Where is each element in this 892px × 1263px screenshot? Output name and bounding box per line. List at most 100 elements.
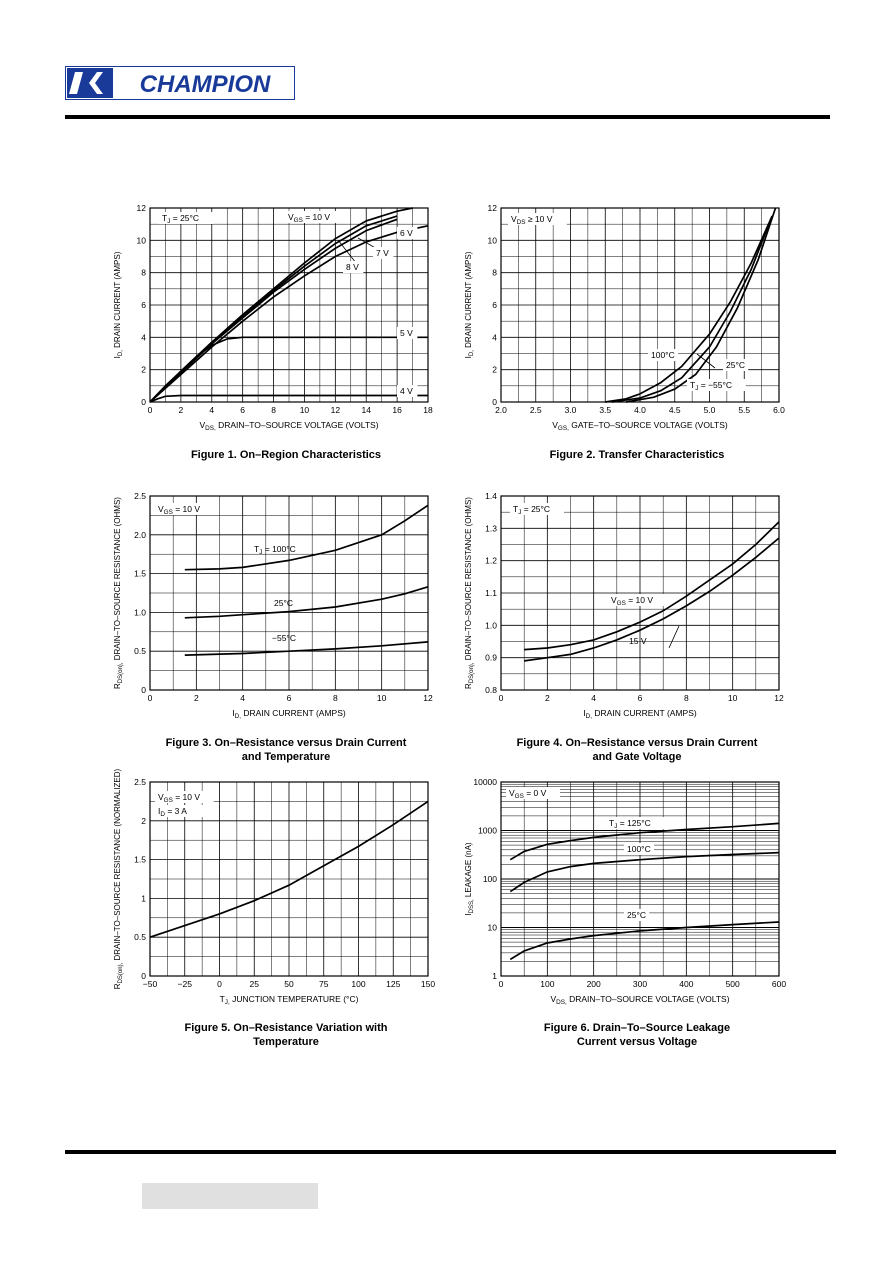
y-tick-label: 10: [137, 235, 147, 245]
figure-6-caption-line-2: Current versus Voltage: [576, 1036, 698, 1048]
y-axis-label: ID, DRAIN CURRENT (AMPS): [113, 251, 124, 358]
annotation-arrow: [668, 625, 680, 649]
x-tick-label: 4.5: [669, 405, 681, 415]
plot-frame: [149, 781, 429, 977]
x-tick-label: 0: [499, 979, 504, 989]
y-tick-label: 1: [492, 971, 497, 981]
x-tick-label: 100: [351, 979, 365, 989]
x-tick-label: 18: [423, 405, 433, 415]
x-tick-label: 2.5: [530, 405, 542, 415]
series-line-1: [509, 851, 780, 893]
series-line-0: [605, 215, 773, 403]
figure-6-chart: 0 100 200 300 400 500 600 1 10 100 1000 10000 VDS, D…: [455, 772, 815, 1020]
x-tick-label: 600: [772, 979, 786, 989]
annotation-label: −55°C: [272, 633, 296, 643]
plot-frame: [500, 495, 780, 691]
x-tick-label: 4.0: [634, 405, 646, 415]
footer-placeholder-box: [142, 1183, 318, 1209]
figure-5-chart: −50 −25 0 25 50 75 100 125 150 0 0.5 1 1.5 2 2.5 TJ, JU…: [104, 768, 464, 1020]
annotation-bg: [397, 385, 418, 397]
y-tick-label: 10: [488, 923, 498, 933]
x-tick-label: 14: [361, 405, 371, 415]
annotation-label: 6 V: [400, 228, 413, 238]
annotation-label: 4 V: [400, 386, 413, 396]
y-tick-label: 8: [141, 268, 146, 278]
header-rule: [65, 115, 830, 119]
x-tick-label: 12: [774, 693, 784, 703]
x-tick-label: 16: [392, 405, 402, 415]
y-tick-label: 1.4: [485, 491, 497, 501]
x-tick-label: 5.5: [738, 405, 750, 415]
series-line-2: [509, 921, 780, 961]
x-tick-label: 2: [194, 693, 199, 703]
annotation-bg: [624, 843, 654, 855]
x-tick-label: 4: [591, 693, 596, 703]
annotation-label: TJ = 125°C: [609, 818, 651, 830]
annotation-label: VGS = 10 V: [611, 595, 653, 607]
annotation-label: 7 V: [376, 248, 389, 258]
annotation-label: VGS = 0 V: [509, 788, 547, 800]
annotation-bg: [397, 227, 418, 239]
series-line-0: [149, 800, 429, 939]
grid: [501, 208, 779, 402]
y-tick-label: 1.2: [485, 556, 497, 566]
x-tick-label: 6: [240, 405, 245, 415]
annotation-label: VGS = 10 V: [288, 212, 330, 224]
annotation-bg: [506, 787, 560, 799]
x-tick-label: 2.0: [495, 405, 507, 415]
figure-2-chart: 2.0 2.5 3.0 3.5 4.0 4.5 5.0 5.5 6.0 0 2 4 6 8 10 12 VGS,…: [455, 198, 815, 446]
annotation-bg: [508, 213, 567, 225]
series-line-5: [149, 394, 428, 403]
x-tick-label: 10: [300, 405, 310, 415]
annotation-label: TJ = 100°C: [254, 544, 296, 556]
series-line-4: [149, 336, 428, 403]
y-tick-label: 4: [492, 332, 497, 342]
x-tick-label: 300: [633, 979, 647, 989]
annotation-bg: [155, 805, 205, 817]
annotations: VGS = 0 V TJ = 125°C 100°C 25°C: [506, 787, 665, 921]
y-tick-label: 0: [141, 685, 146, 695]
x-tick-label: 3.0: [565, 405, 577, 415]
x-tick-label: −25: [178, 979, 193, 989]
series-group: [149, 207, 429, 403]
series-line-0: [524, 521, 780, 651]
y-tick-label: 12: [137, 203, 147, 213]
series-group: [149, 800, 429, 939]
figure-1-caption: Figure 1. On–Region Characteristics: [106, 448, 466, 462]
y-tick-label: 6: [492, 300, 497, 310]
y-tick-label: 2: [492, 365, 497, 375]
y-tick-label: 1.0: [134, 607, 146, 617]
grid: [150, 496, 428, 690]
x-tick-label: 3.5: [599, 405, 611, 415]
y-tick-label: 12: [488, 203, 498, 213]
x-tick-label: 50: [284, 979, 294, 989]
x-tick-label: 4: [240, 693, 245, 703]
annotation-label: VGS = 10 V: [158, 504, 200, 516]
annotation-bg: [510, 503, 564, 515]
series-group: [509, 822, 780, 961]
annotation-label: VGS = 10 V: [158, 792, 200, 804]
annotations: VDS ≥ 10 V 100°C 25°C TJ = −55°C: [508, 213, 749, 392]
y-tick-label: 1.5: [134, 855, 146, 865]
champion-logo: CHAMPION: [65, 66, 295, 100]
annotations: TJ = 25°C VGS = 10 V 7 V 8 V 6 V 5 V 4 V: [159, 211, 418, 397]
x-tick-label: 100: [540, 979, 554, 989]
plot-frame: [500, 207, 780, 403]
y-tick-label: 0: [141, 397, 146, 407]
y-tick-label: 1.5: [134, 569, 146, 579]
x-tick-label: 500: [726, 979, 740, 989]
y-tick-label: 0.5: [134, 932, 146, 942]
annotation-bg: [373, 247, 394, 259]
y-axis-label: RDS(on), DRAIN–TO–SOURCE RESISTANCE (NOR…: [113, 768, 124, 989]
annotation-bg: [155, 791, 214, 803]
x-tick-label: 10: [377, 693, 387, 703]
x-axis-label: VDS, DRAIN–TO–SOURCE VOLTAGE (VOLTS): [550, 994, 729, 1006]
annotations: VGS = 10 V ID = 3 A: [155, 791, 214, 818]
annotation-bg: [648, 349, 678, 361]
series-line-2: [184, 641, 429, 656]
series-line-1: [612, 215, 773, 403]
annotations: TJ = 25°C VGS = 10 V 15 V: [510, 503, 667, 646]
series-group: [184, 504, 429, 656]
figure-4-caption-line-2: and Gate Voltage: [592, 751, 682, 763]
y-tick-label: 0.5: [134, 646, 146, 656]
